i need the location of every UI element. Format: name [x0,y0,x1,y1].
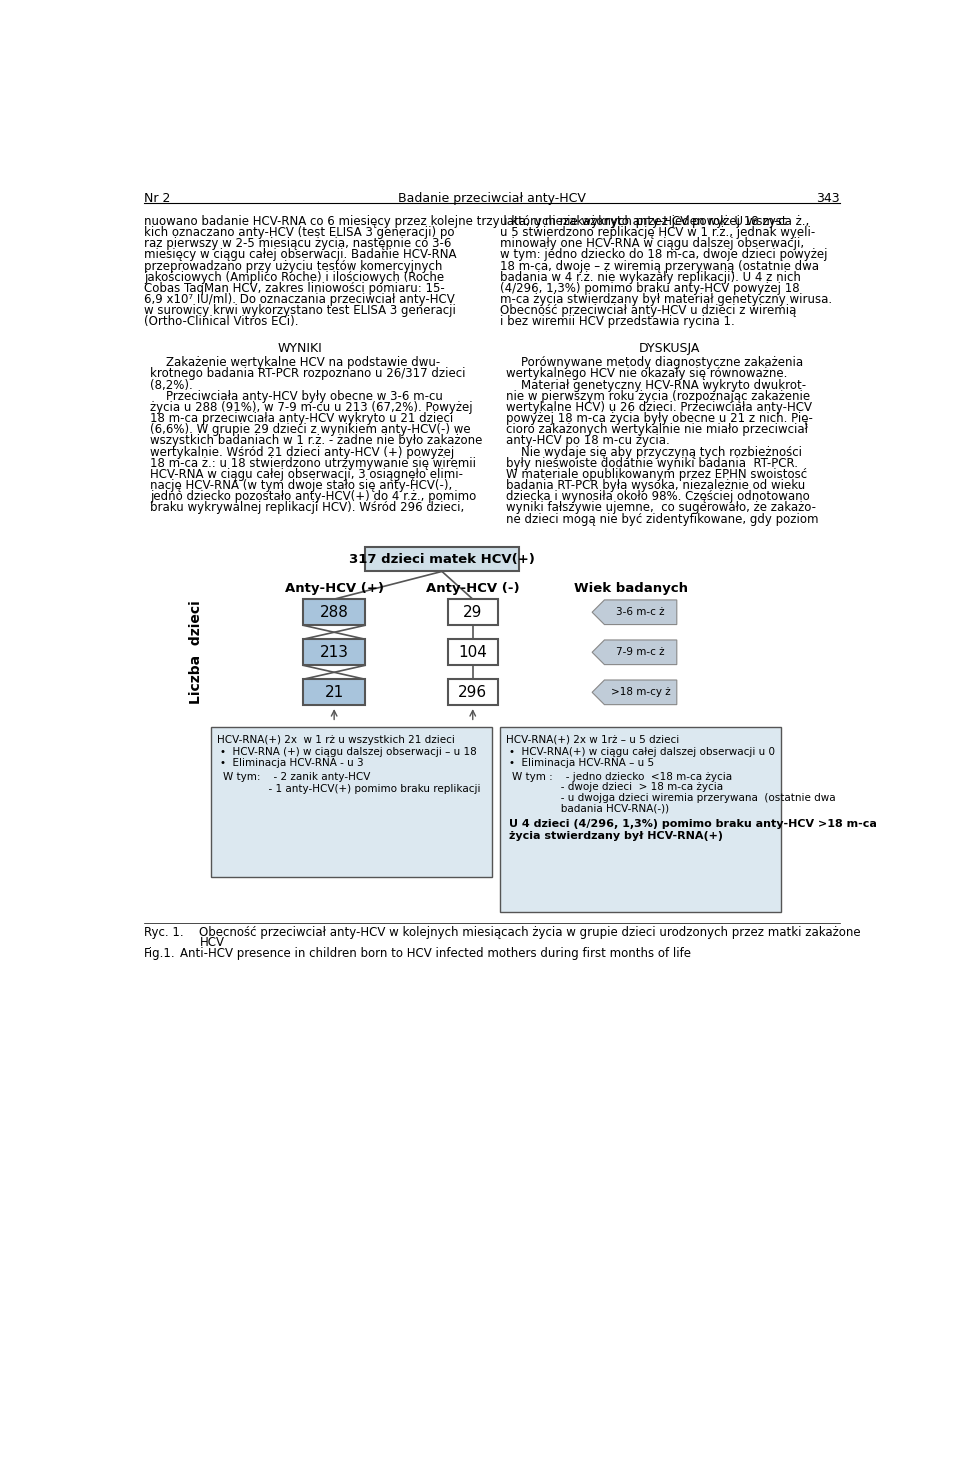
Text: dziecka i wynosiła około 98%. Częściej odnotowano: dziecka i wynosiła około 98%. Częściej o… [506,491,809,503]
Text: Anti-HCV presence in children born to HCV infected mothers during first months o: Anti-HCV presence in children born to HC… [180,948,691,960]
Text: Porównywane metody diagnostyczne zakażenia: Porównywane metody diagnostyczne zakażen… [521,356,804,369]
Text: Anty-HCV (-): Anty-HCV (-) [426,583,519,595]
Text: wyniki fałszywie ujemne,  co sugerowało, że zakażo-: wyniki fałszywie ujemne, co sugerowało, … [506,501,816,515]
Text: anty-HCV po 18 m-cu życia.: anty-HCV po 18 m-cu życia. [506,435,670,448]
Text: u których nie wykryto anty-HCV powyżej 18 m-ca ż.,: u których nie wykryto anty-HCV powyżej 1… [500,215,809,228]
Text: 18 m-ca, dwoje – z wiremią przerywaną (ostatnie dwa: 18 m-ca, dwoje – z wiremią przerywaną (o… [500,260,819,273]
Text: (6,6%). W grupie 29 dzieci z wynikiem anty-HCV(-) we: (6,6%). W grupie 29 dzieci z wynikiem an… [150,423,470,436]
Text: nie w pierwszym roku życia (rozpoznając zakażenie: nie w pierwszym roku życia (rozpoznając … [506,390,810,403]
Text: HCV: HCV [200,936,225,949]
FancyBboxPatch shape [303,599,365,626]
Text: •  HCV-RNA(+) w ciągu całej dalszej obserwacji u 0: • HCV-RNA(+) w ciągu całej dalszej obser… [509,747,775,756]
Text: (Ortho-Clinical Vitros ECi).: (Ortho-Clinical Vitros ECi). [144,316,299,328]
Text: (4/296, 1,3%) pomimo braku anty-HCV powyżej 18: (4/296, 1,3%) pomimo braku anty-HCV powy… [500,282,800,295]
Polygon shape [592,681,677,704]
Polygon shape [592,641,677,664]
Text: nację HCV-RNA (w tym dwoje stało się anty-HCV(-),: nację HCV-RNA (w tym dwoje stało się ant… [150,479,452,492]
FancyBboxPatch shape [447,639,498,666]
Text: 3-6 m-c ż: 3-6 m-c ż [616,607,665,617]
Text: m-ca życia stwierdzany był materiał genetyczny wirusa.: m-ca życia stwierdzany był materiał gene… [500,294,831,305]
Text: 29: 29 [463,605,483,620]
Text: ne dzieci mogą nie być zidentyfikowane, gdy poziom: ne dzieci mogą nie być zidentyfikowane, … [506,513,818,525]
Text: - dwoje dzieci  > 18 m-ca życia: - dwoje dzieci > 18 m-ca życia [512,783,723,792]
Text: (8,2%).: (8,2%). [150,378,193,392]
Text: WYNIKI: WYNIKI [277,343,322,354]
Text: 288: 288 [320,605,348,620]
Text: i bez wiremii HCV przedstawia rycina 1.: i bez wiremii HCV przedstawia rycina 1. [500,316,734,328]
Text: w surowicy krwi wykorzystano test ELISA 3 generacji: w surowicy krwi wykorzystano test ELISA … [144,304,456,317]
Text: były nieswoiste dodatnie wyniki badania  RT-PCR.: były nieswoiste dodatnie wyniki badania … [506,457,798,470]
Text: Materiał genetyczny HCV-RNA wykryto dwukrot-: Materiał genetyczny HCV-RNA wykryto dwuk… [521,378,806,392]
Text: - 1 anty-HCV(+) pomimo braku replikacji: - 1 anty-HCV(+) pomimo braku replikacji [224,785,481,793]
Text: badania HCV-RNA(-)): badania HCV-RNA(-)) [512,804,669,814]
Text: 18 m-ca ż.: u 18 stwierdzono utrzymywanie się wiremii: 18 m-ca ż.: u 18 stwierdzono utrzymywani… [150,457,476,470]
Text: 21: 21 [324,685,344,700]
FancyBboxPatch shape [303,679,365,706]
Text: W tym:    - 2 zanik anty-HCV: W tym: - 2 zanik anty-HCV [224,771,371,782]
Text: 6,9 x10⁷ IU/ml). Do oznaczania przeciwciał anty-HCV: 6,9 x10⁷ IU/ml). Do oznaczania przeciwci… [144,294,455,305]
Text: 296: 296 [458,685,488,700]
Text: wertykalnie. Wśród 21 dzieci anty-HCV (+) powyżej: wertykalnie. Wśród 21 dzieci anty-HCV (+… [150,445,454,458]
Text: badania RT-PCR była wysoka, niezależnie od wieku: badania RT-PCR była wysoka, niezależnie … [506,479,805,492]
Text: Zakażenie wertykalne HCV na podstawie dwu-: Zakażenie wertykalne HCV na podstawie dw… [165,356,440,369]
Text: raz pierwszy w 2-5 miesiącu życia, następnie co 3-6: raz pierwszy w 2-5 miesiącu życia, nastę… [144,237,451,251]
Text: wszystkich badaniach w 1 r.ż. - żadne nie było zakażone: wszystkich badaniach w 1 r.ż. - żadne ni… [150,435,483,448]
Text: - u dwojga dzieci wiremia przerywana  (ostatnie dwa: - u dwojga dzieci wiremia przerywana (os… [512,793,835,804]
Text: Obecność przeciwciał anty-HCV u dzieci z wiremią: Obecność przeciwciał anty-HCV u dzieci z… [500,304,796,317]
Text: w tym: jedno dziecko do 18 m-ca, dwoje dzieci powyżej: w tym: jedno dziecko do 18 m-ca, dwoje d… [500,249,828,261]
FancyBboxPatch shape [500,727,780,912]
Text: Obecność przeciwciał anty-HCV w kolejnych miesiącach życia w grupie dzieci urodz: Obecność przeciwciał anty-HCV w kolejnyc… [200,925,861,939]
Text: Liczba  dzieci: Liczba dzieci [188,601,203,704]
Text: DYSKUSJA: DYSKUSJA [638,343,700,354]
Text: krotnego badania RT-PCR rozpoznano u 26/317 dzieci: krotnego badania RT-PCR rozpoznano u 26/… [150,368,466,380]
FancyBboxPatch shape [447,679,498,706]
Text: nuowano badanie HCV-RNA co 6 miesięcy przez kolejne trzy lata, u niezakażonych p: nuowano badanie HCV-RNA co 6 miesięcy pr… [144,215,791,228]
Text: 18 m-ca przeciwciała anty-HCV wykryto u 21 dzieci: 18 m-ca przeciwciała anty-HCV wykryto u … [150,412,453,426]
Text: jakościowych (Amplico Roche) i ilościowych (Roche: jakościowych (Amplico Roche) i ilościowy… [144,271,444,283]
Text: u 5 stwierdzono replikację HCV w 1 r.ż., jednak wyeli-: u 5 stwierdzono replikację HCV w 1 r.ż.,… [500,225,815,239]
Text: HCV-RNA(+) 2x  w 1 rż u wszystkich 21 dzieci: HCV-RNA(+) 2x w 1 rż u wszystkich 21 dzi… [217,734,455,744]
Text: 7-9 m-c ż: 7-9 m-c ż [616,647,665,657]
Text: >18 m-cy ż: >18 m-cy ż [611,687,670,697]
Text: HCV-RNA(+) 2x w 1rż – u 5 dzieci: HCV-RNA(+) 2x w 1rż – u 5 dzieci [506,734,679,744]
Text: Nr 2: Nr 2 [144,191,170,205]
Text: Fig.1.: Fig.1. [144,948,176,960]
Text: badania w 4 r.ż. nie wykazały replikacji). U 4 z nich: badania w 4 r.ż. nie wykazały replikacji… [500,271,801,283]
Text: Przeciwciała anty-HCV były obecne w 3-6 m-cu: Przeciwciała anty-HCV były obecne w 3-6 … [165,390,443,403]
Text: Anty-HCV (+): Anty-HCV (+) [285,583,384,595]
Text: cioro zakażonych wertykalnie nie miało przeciwciał: cioro zakażonych wertykalnie nie miało p… [506,423,808,436]
Text: •  Eliminacja HCV-RNA - u 3: • Eliminacja HCV-RNA - u 3 [220,758,364,768]
Text: jedno dziecko pozostało anty-HCV(+) do 4 r.ż., pomimo: jedno dziecko pozostało anty-HCV(+) do 4… [150,491,476,503]
Text: Nie wydaje się aby przyczyną tych rozbieżności: Nie wydaje się aby przyczyną tych rozbie… [521,445,803,458]
Text: Cobas TaqMan HCV, zakres liniowości pomiaru: 15-: Cobas TaqMan HCV, zakres liniowości pomi… [144,282,444,295]
Text: braku wykrywalnej replikacji HCV). Wśród 296 dzieci,: braku wykrywalnej replikacji HCV). Wśród… [150,501,465,515]
Text: przeprowadzano przy użyciu testów komercyjnych: przeprowadzano przy użyciu testów komerc… [144,260,443,273]
Text: 343: 343 [816,191,840,205]
FancyBboxPatch shape [447,599,498,626]
Text: Badanie przeciwciał anty-HCV: Badanie przeciwciał anty-HCV [398,191,586,205]
FancyBboxPatch shape [365,547,519,571]
Text: W materiale opublikowanym przez EPHN swoistosć: W materiale opublikowanym przez EPHN swo… [506,467,807,480]
Text: życia stwierdzany był HCV-RNA(+): życia stwierdzany był HCV-RNA(+) [509,830,723,841]
Text: 317 dzieci matek HCV(+): 317 dzieci matek HCV(+) [349,553,535,565]
Text: •  HCV-RNA (+) w ciągu dalszej obserwacji – u 18: • HCV-RNA (+) w ciągu dalszej obserwacji… [220,747,477,756]
Text: 104: 104 [458,645,487,660]
Text: minowały one HCV-RNA w ciągu dalszej obserwacji,: minowały one HCV-RNA w ciągu dalszej obs… [500,237,804,251]
FancyBboxPatch shape [303,639,365,666]
Text: wertykalne HCV) u 26 dzieci. Przeciwciała anty-HCV: wertykalne HCV) u 26 dzieci. Przeciwciał… [506,400,812,414]
Text: 213: 213 [320,645,348,660]
Text: wertykalnego HCV nie okazały się równoważne.: wertykalnego HCV nie okazały się równowa… [506,368,787,380]
Text: HCV-RNA w ciągu całej obserwacji, 3 osiągnęło elimi-: HCV-RNA w ciągu całej obserwacji, 3 osią… [150,467,463,480]
Polygon shape [592,601,677,624]
Text: U 4 dzieci (4/296, 1,3%) pomimo braku anty-HCV >18 m-ca: U 4 dzieci (4/296, 1,3%) pomimo braku an… [509,820,876,829]
Text: •  Eliminacja HCV-RNA – u 5: • Eliminacja HCV-RNA – u 5 [509,758,654,768]
Text: kich oznaczano anty-HCV (test ELISA 3 generacji) po: kich oznaczano anty-HCV (test ELISA 3 ge… [144,225,454,239]
Text: powyżej 18 m-ca życia były obecne u 21 z nich. Pię-: powyżej 18 m-ca życia były obecne u 21 z… [506,412,813,426]
Text: Wiek badanych: Wiek badanych [573,583,687,595]
Text: życia u 288 (91%), w 7-9 m-cu u 213 (67,2%). Powyżej: życia u 288 (91%), w 7-9 m-cu u 213 (67,… [150,400,472,414]
FancyBboxPatch shape [211,727,492,876]
Text: miesięcy w ciągu całej obserwacji. Badanie HCV-RNA: miesięcy w ciągu całej obserwacji. Badan… [144,249,456,261]
Text: Ryc. 1.: Ryc. 1. [144,925,183,939]
Text: W tym :    - jedno dziecko  <18 m-ca życia: W tym : - jedno dziecko <18 m-ca życia [512,771,732,782]
